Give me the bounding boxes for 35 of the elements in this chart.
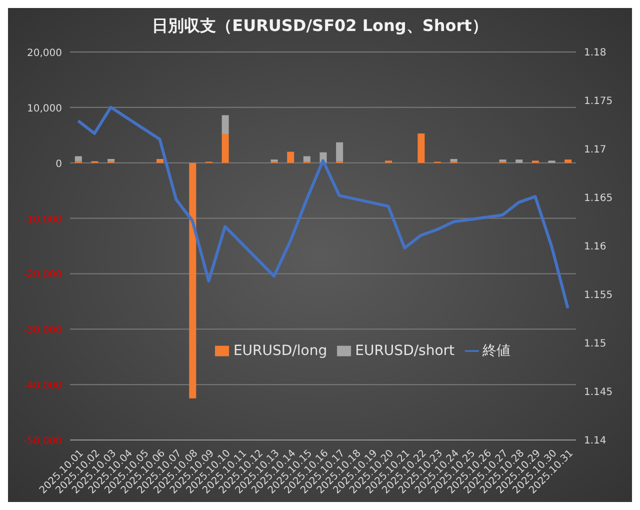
bar bbox=[450, 158, 458, 162]
y2-tick-label: 1.17 bbox=[584, 144, 606, 156]
legend-label: EURUSD/short bbox=[355, 343, 455, 359]
bar bbox=[189, 162, 196, 398]
bar bbox=[516, 160, 523, 163]
y2-tick-label: 1.16 bbox=[584, 242, 606, 253]
bar bbox=[74, 156, 82, 162]
y2-tick-label: 1.14 bbox=[584, 436, 606, 447]
y-tick-label: -50,000 bbox=[23, 436, 62, 447]
chart-title: 日別収支（EURUSD/SF02 Long、Short） bbox=[151, 15, 489, 37]
bar bbox=[156, 158, 164, 163]
bar bbox=[564, 160, 572, 163]
bar bbox=[418, 133, 425, 163]
y-tick-label: 0 bbox=[56, 158, 62, 170]
legend-label: EURUSD/long bbox=[233, 343, 328, 359]
y2-tick-label: 1.155 bbox=[584, 290, 613, 302]
legend-label: 終値 bbox=[482, 343, 511, 359]
y-tick-label: -40,000 bbox=[23, 380, 62, 392]
y2-tick-label: 1.165 bbox=[584, 193, 613, 204]
y2-tick-label: 1.18 bbox=[584, 48, 606, 59]
y-tick-label: 10,000 bbox=[27, 103, 62, 114]
y2-tick-label: 1.145 bbox=[584, 387, 613, 398]
y-tick-label: -30,000 bbox=[23, 325, 62, 336]
bar bbox=[222, 115, 229, 134]
y2-tick-label: 1.15 bbox=[584, 338, 606, 350]
bar bbox=[336, 142, 344, 162]
bar bbox=[287, 152, 294, 163]
line-series bbox=[76, 106, 570, 310]
y-tick-label: -10,000 bbox=[23, 214, 62, 226]
bar bbox=[222, 134, 229, 163]
y-tick-label: 20,000 bbox=[27, 48, 62, 59]
y-tick-label: -20,000 bbox=[23, 270, 62, 281]
bar bbox=[108, 158, 115, 162]
y2-tick-label: 1.175 bbox=[584, 96, 613, 108]
bar bbox=[303, 156, 310, 162]
